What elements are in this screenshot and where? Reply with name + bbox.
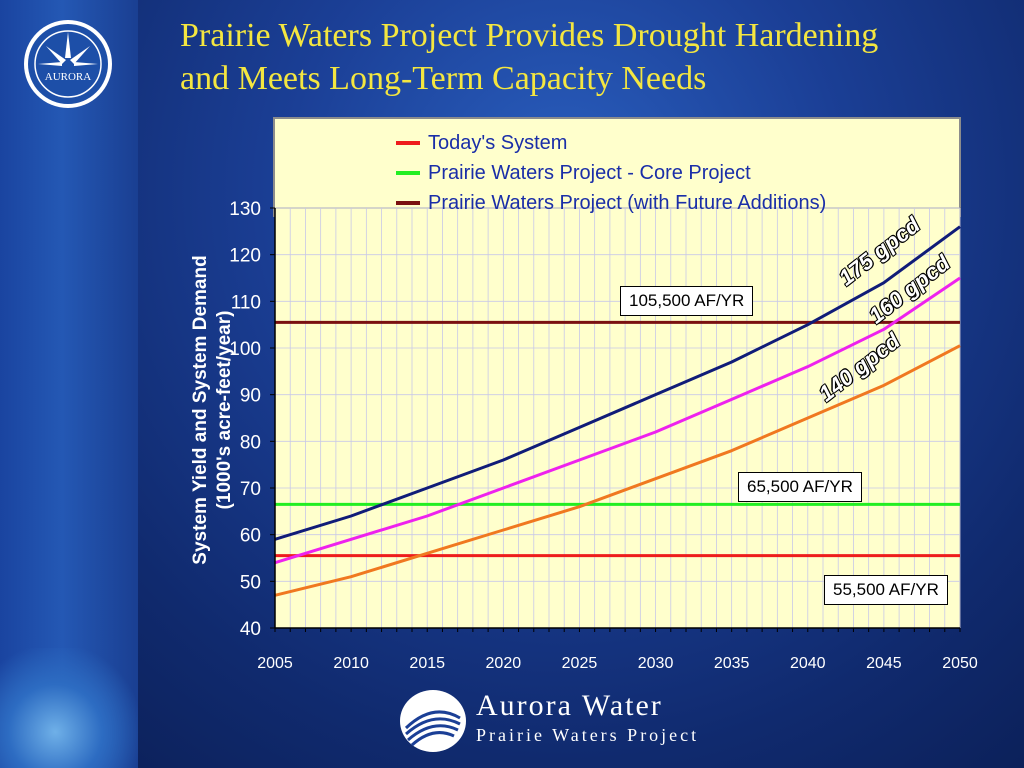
brand-block: Aurora Water Prairie Waters Project [476,690,699,748]
legend-item-core: Prairie Waters Project - Core Project [396,158,826,188]
brand-name: Aurora Water [476,689,663,722]
aurora-seal-icon: AURORA [24,20,112,108]
y-axis-label-line-1: System Yield and System Demand [190,255,211,565]
y-tick-label: 130 [229,199,261,220]
y-tick-label: 60 [240,526,261,547]
y-tick-label: 80 [240,432,261,453]
x-tick-label: 2015 [409,655,445,672]
aurora-water-logo-icon [400,690,466,752]
axes: 2005 2010 2015 2020 2025 2030 2035 2040 2045 2050… [229,199,978,672]
callout-core-project: 65,500 AF/YR [738,472,862,502]
x-tick-label: 2030 [638,655,674,672]
x-tick-label: 2050 [942,655,978,672]
title-line-2: and Meets Long-Term Capacity Needs [180,60,707,97]
x-tick-label: 2035 [714,655,750,672]
left-decorative-band [0,0,138,768]
chart-legend: Today's System Prairie Waters Project - … [396,128,826,218]
x-tick-label: 2010 [333,655,369,672]
demand-line-140-gpcd [274,344,961,597]
x-tick-label: 2025 [562,655,598,672]
x-tick-label: 2045 [866,655,902,672]
callout-future-additions: 105,500 AF/YR [620,286,754,316]
legend-label-core: Prairie Waters Project - Core Project [428,161,751,184]
legend-box [273,117,961,217]
demand-line-160-gpcd [274,276,961,565]
supply-lines [275,320,960,558]
legend-label-today: Today's System [428,131,568,154]
y-tick-label: 120 [229,246,261,267]
brand-subtitle: Prairie Waters Project [476,725,700,745]
x-tick-label: 2005 [257,655,293,672]
y-tick-label: 50 [240,572,261,593]
y-tick-label: 110 [231,292,261,313]
svg-text:AURORA: AURORA [45,71,92,83]
plot-area [274,207,961,629]
x-tick-label: 2040 [790,655,826,672]
y-axis-label-wrap: System Yield and System Demand (1000's a… [168,200,258,620]
y-tick-label: 90 [240,386,261,407]
callout-today-system: 55,500 AF/YR [824,575,948,605]
page-title: Prairie Waters Project Provides Drought … [180,14,1010,100]
legend-swatch-today [396,141,420,145]
legend-item-today: Today's System [396,128,826,158]
x-tick-label: 2020 [486,655,522,672]
legend-swatch-future [396,201,420,205]
y-axis-label: System Yield and System Demand (1000's a… [189,255,237,564]
y-tick-label: 100 [229,339,261,360]
demand-line-175-gpcd [274,225,961,541]
y-tick-label: 70 [240,479,261,500]
legend-swatch-core [396,171,420,175]
legend-item-future: Prairie Waters Project (with Future Addi… [396,188,826,218]
legend-label-future: Prairie Waters Project (with Future Addi… [428,191,827,214]
demand-series [274,225,961,597]
y-axis-label-line-2: (1000's acre-feet/year) [214,310,235,510]
title-line-1: Prairie Waters Project Provides Drought … [180,17,879,54]
y-tick-label: 40 [240,619,261,640]
